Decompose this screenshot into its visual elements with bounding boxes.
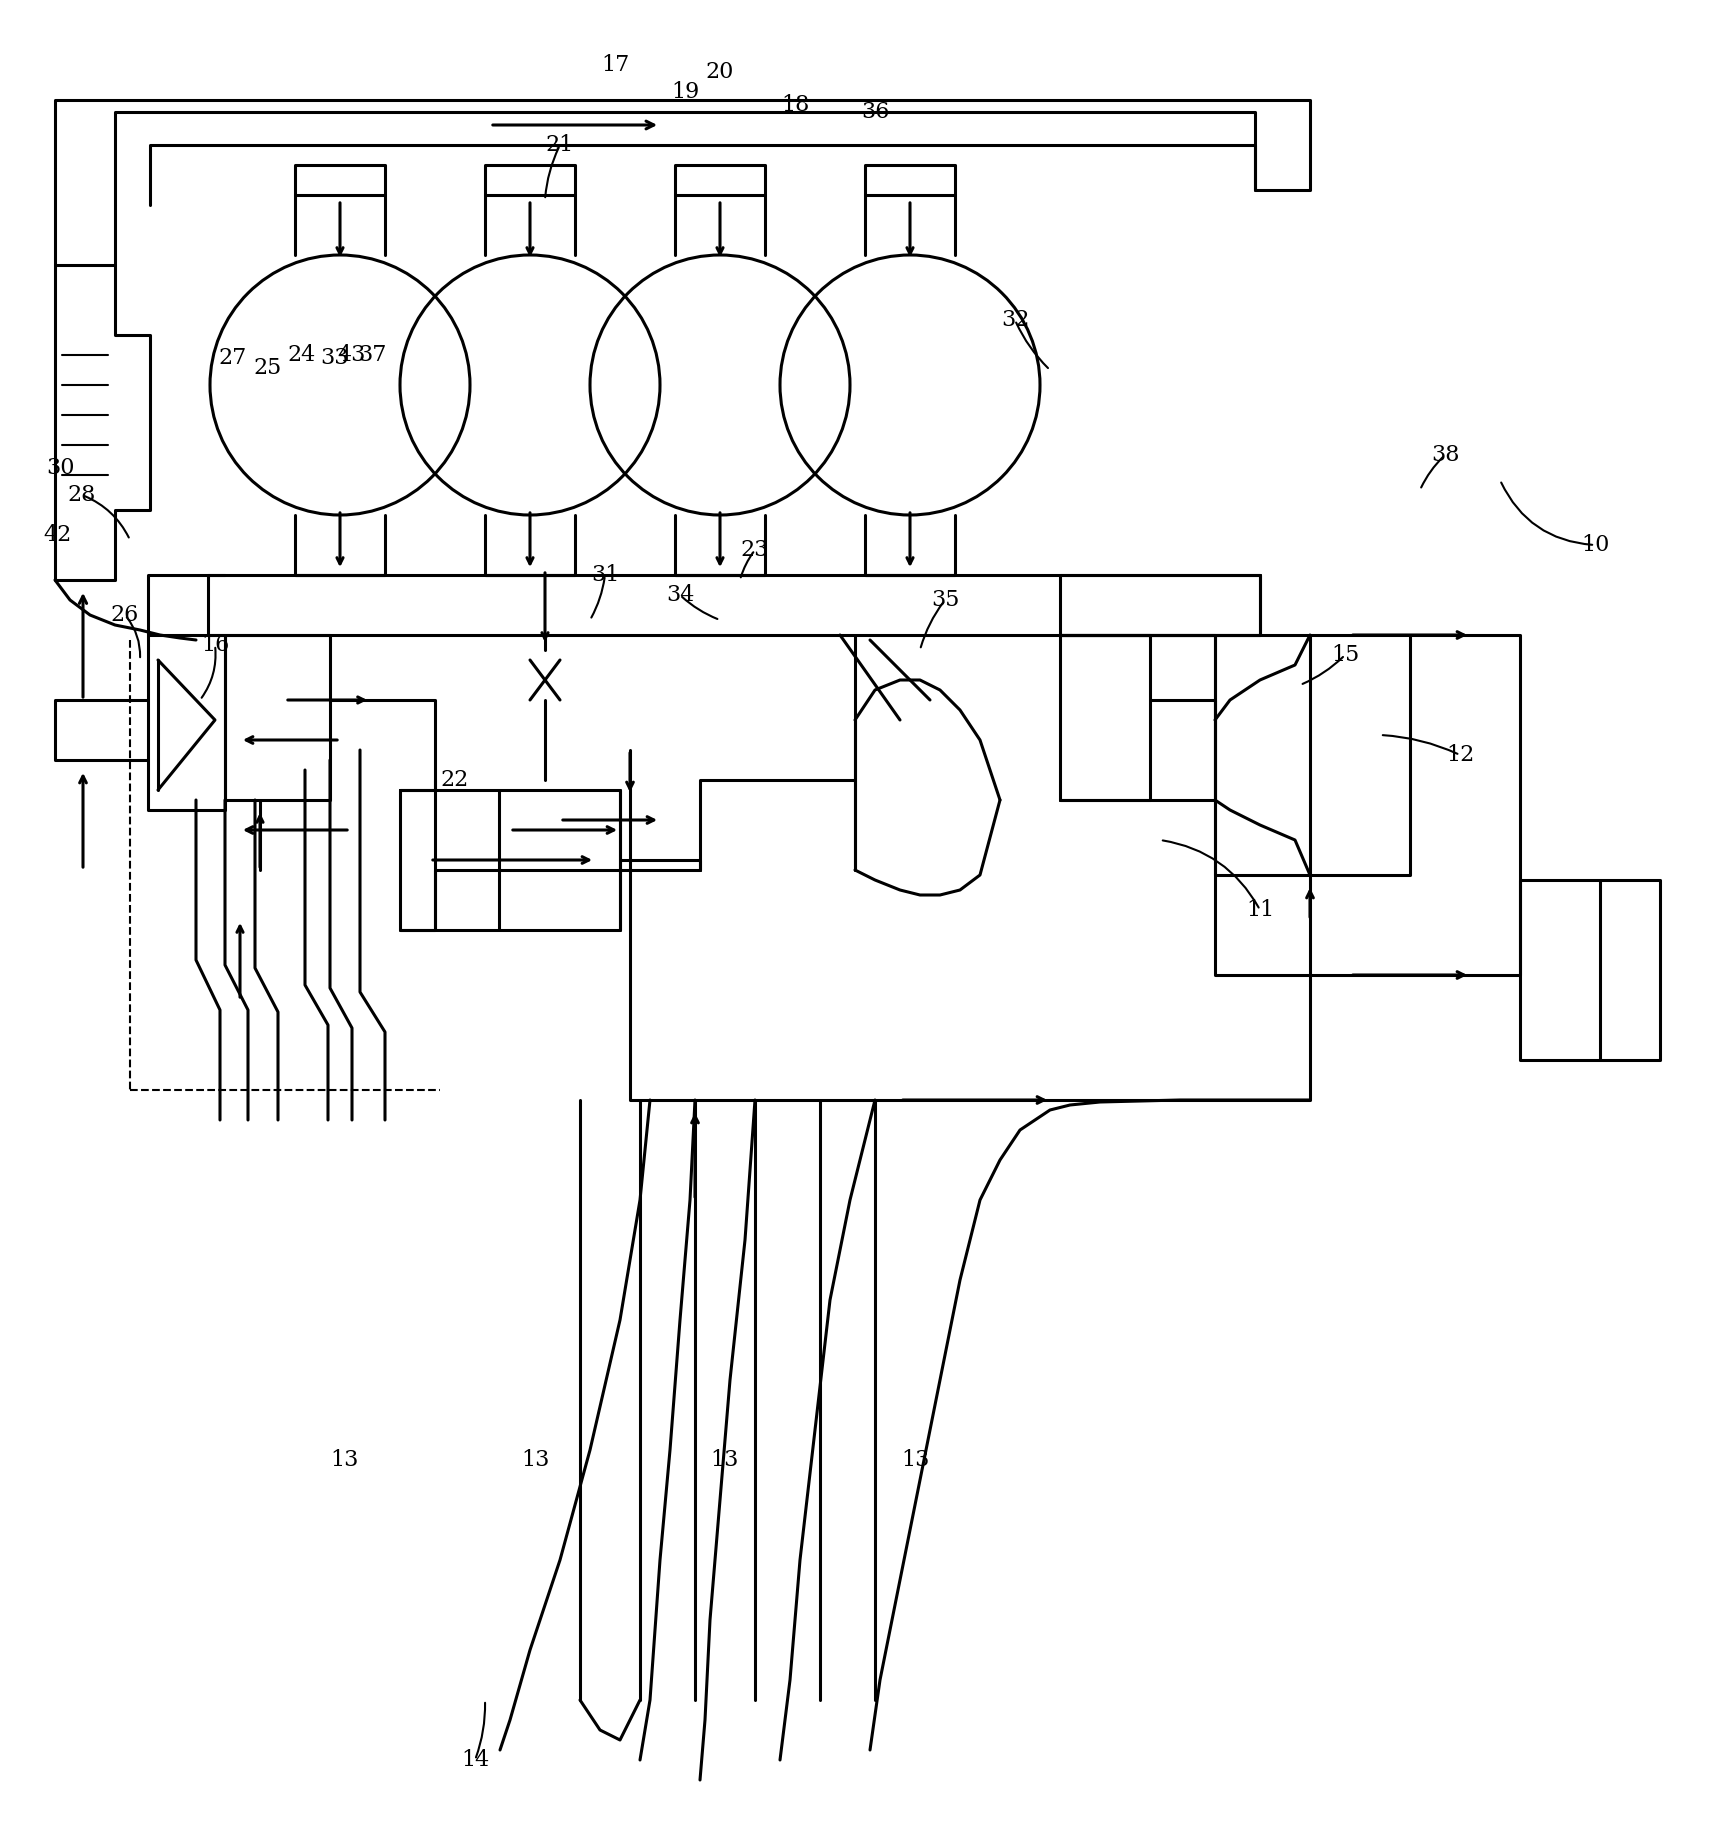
Text: 15: 15 bbox=[1331, 644, 1358, 666]
Text: 20: 20 bbox=[706, 61, 735, 83]
Text: 32: 32 bbox=[1000, 309, 1030, 331]
Text: 21: 21 bbox=[546, 134, 574, 156]
Text: 42: 42 bbox=[43, 524, 72, 546]
Text: 35: 35 bbox=[930, 588, 959, 611]
Text: 11: 11 bbox=[1245, 899, 1274, 921]
Text: 31: 31 bbox=[591, 565, 618, 587]
Text: 27: 27 bbox=[219, 348, 247, 370]
Text: 34: 34 bbox=[666, 585, 694, 607]
Text: 12: 12 bbox=[1446, 745, 1475, 767]
Text: 37: 37 bbox=[358, 344, 385, 366]
Text: 13: 13 bbox=[521, 1449, 550, 1471]
Text: 10: 10 bbox=[1581, 533, 1609, 555]
Text: 13: 13 bbox=[711, 1449, 740, 1471]
Text: 14: 14 bbox=[461, 1749, 490, 1771]
Text: 36: 36 bbox=[862, 101, 889, 123]
Text: 25: 25 bbox=[254, 357, 283, 379]
Text: 18: 18 bbox=[781, 94, 809, 116]
Text: 13: 13 bbox=[331, 1449, 360, 1471]
Text: 19: 19 bbox=[671, 81, 699, 103]
Text: 28: 28 bbox=[69, 484, 96, 506]
Text: 24: 24 bbox=[288, 344, 317, 366]
Text: 43: 43 bbox=[337, 344, 367, 366]
Text: 38: 38 bbox=[1430, 443, 1459, 465]
Text: 30: 30 bbox=[46, 458, 74, 478]
Text: 13: 13 bbox=[901, 1449, 928, 1471]
Text: 16: 16 bbox=[200, 634, 230, 657]
Text: 26: 26 bbox=[111, 603, 139, 625]
Text: 17: 17 bbox=[601, 53, 629, 75]
Text: 33: 33 bbox=[320, 348, 349, 370]
Text: 23: 23 bbox=[740, 539, 769, 561]
Text: 22: 22 bbox=[440, 769, 469, 791]
